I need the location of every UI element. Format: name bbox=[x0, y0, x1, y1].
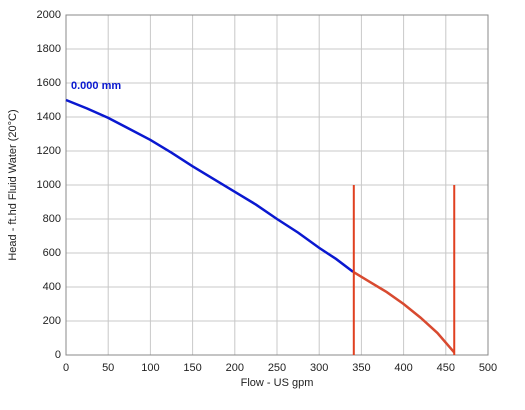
series-label: 0.000 mm bbox=[71, 80, 121, 92]
x-tick-label: 450 bbox=[437, 362, 455, 374]
y-tick-label: 1800 bbox=[37, 43, 61, 55]
x-tick-label: 400 bbox=[394, 362, 412, 374]
y-tick-label: 400 bbox=[43, 281, 61, 293]
x-tick-label: 150 bbox=[183, 362, 201, 374]
y-tick-label: 1200 bbox=[37, 145, 61, 157]
y-tick-label: 0 bbox=[55, 349, 61, 361]
x-tick-label: 350 bbox=[352, 362, 370, 374]
y-tick-label: 600 bbox=[43, 247, 61, 259]
x-axis-label: Flow - US gpm bbox=[241, 377, 314, 389]
x-tick-label: 100 bbox=[141, 362, 159, 374]
series-line bbox=[65, 98, 354, 273]
y-tick-label: 2000 bbox=[37, 9, 61, 21]
x-tick-label: 0 bbox=[63, 362, 69, 374]
x-tick-label: 250 bbox=[268, 362, 286, 374]
y-tick-label: 1600 bbox=[37, 77, 61, 89]
series-line bbox=[352, 270, 456, 354]
y-tick-label: 800 bbox=[43, 213, 61, 225]
x-tick-label: 50 bbox=[102, 362, 114, 374]
y-tick-label: 200 bbox=[43, 315, 61, 327]
y-tick-label: 1000 bbox=[37, 179, 61, 191]
plot-frame bbox=[65, 14, 489, 356]
x-tick-label: 500 bbox=[479, 362, 497, 374]
y-tick-label: 1400 bbox=[37, 111, 61, 123]
x-tick-label: 200 bbox=[226, 362, 244, 374]
x-tick-label: 300 bbox=[310, 362, 328, 374]
y-axis-label: Head - ft.hd Fluid Water (20°C) bbox=[7, 109, 19, 260]
